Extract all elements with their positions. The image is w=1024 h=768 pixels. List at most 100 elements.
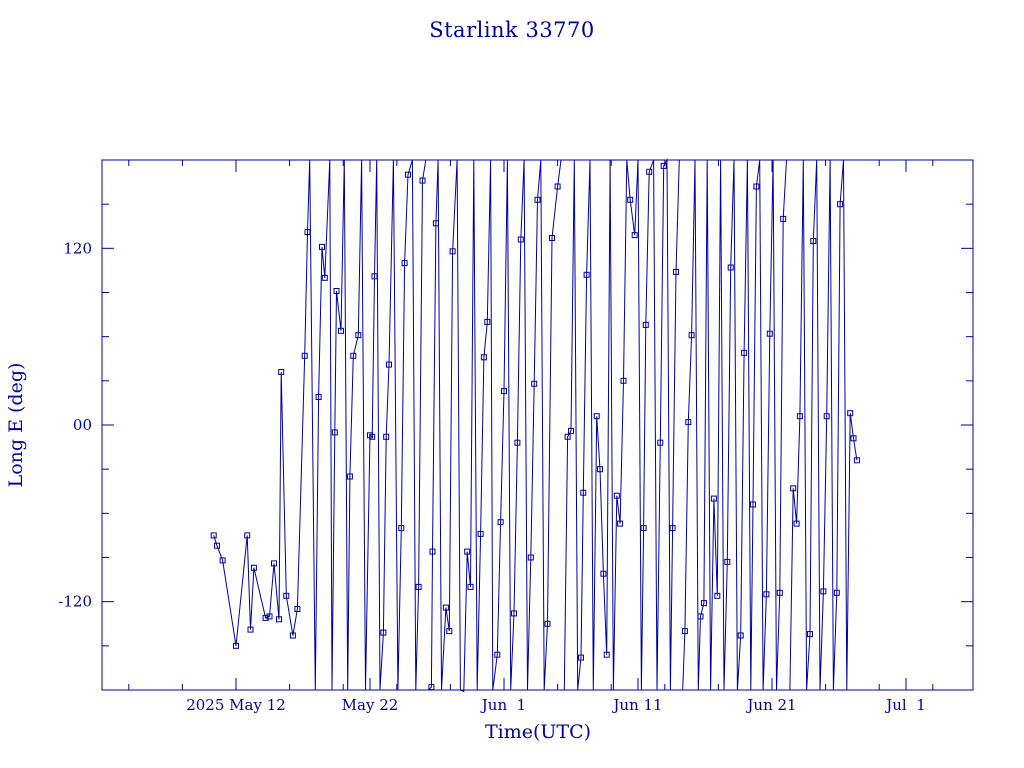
data-point bbox=[250, 564, 257, 571]
data-point bbox=[501, 388, 507, 395]
data-point bbox=[564, 433, 571, 440]
data-point bbox=[271, 560, 277, 567]
data-point bbox=[304, 229, 311, 236]
data-point bbox=[449, 248, 456, 255]
data-point bbox=[244, 532, 251, 539]
data-point bbox=[620, 377, 627, 384]
data-point bbox=[301, 352, 308, 359]
data-point bbox=[428, 684, 435, 691]
data-point bbox=[853, 457, 860, 464]
data-point bbox=[477, 530, 484, 537]
data-point bbox=[660, 162, 667, 169]
data-point bbox=[233, 642, 239, 649]
data-point bbox=[714, 592, 721, 599]
data-point bbox=[833, 589, 840, 596]
x-tick-label: Jun 11 bbox=[611, 696, 662, 714]
data-point bbox=[549, 235, 555, 241]
data-point bbox=[657, 439, 664, 446]
data-point bbox=[442, 604, 449, 611]
series-line-3 bbox=[563, 158, 680, 691]
data-point bbox=[613, 492, 620, 499]
data-point bbox=[669, 525, 676, 532]
data-point bbox=[494, 651, 501, 658]
data-point bbox=[331, 429, 338, 436]
data-point bbox=[603, 651, 610, 658]
data-point bbox=[640, 525, 647, 532]
data-point bbox=[262, 614, 269, 621]
data-point bbox=[823, 413, 830, 420]
data-point bbox=[697, 613, 704, 620]
x-tick-label: Jun 21 bbox=[745, 696, 796, 714]
data-point bbox=[405, 171, 411, 178]
data-point bbox=[514, 439, 521, 446]
data-point bbox=[321, 274, 328, 281]
data-point bbox=[289, 632, 296, 639]
data-point bbox=[383, 433, 390, 440]
data-point bbox=[446, 628, 453, 635]
data-point bbox=[583, 271, 590, 278]
data-point bbox=[294, 606, 301, 612]
data-point bbox=[338, 327, 344, 334]
data-point bbox=[350, 352, 357, 359]
data-point bbox=[511, 610, 517, 617]
data-point bbox=[727, 264, 734, 271]
data-point bbox=[820, 588, 827, 595]
data-point bbox=[597, 466, 603, 473]
series-line-2 bbox=[427, 159, 562, 693]
data-point bbox=[837, 201, 844, 208]
data-point bbox=[741, 349, 748, 356]
data-point bbox=[386, 361, 392, 368]
data-point bbox=[776, 589, 783, 596]
data-point bbox=[631, 232, 638, 239]
data-point bbox=[333, 288, 340, 294]
data-point bbox=[480, 354, 487, 361]
data-point bbox=[578, 654, 584, 661]
data-point bbox=[534, 196, 541, 203]
chart-title: Starlink 33770 bbox=[429, 18, 595, 42]
data-point bbox=[283, 592, 290, 599]
data-point bbox=[415, 583, 422, 590]
data-point bbox=[568, 427, 574, 434]
data-point bbox=[398, 525, 405, 532]
data-point bbox=[380, 629, 387, 636]
data-point bbox=[737, 632, 744, 639]
data-point bbox=[517, 236, 524, 243]
data-point bbox=[369, 433, 376, 440]
y-tick-label: 00 bbox=[73, 416, 92, 434]
data-point bbox=[315, 394, 322, 400]
series-line-4 bbox=[682, 159, 787, 691]
data-point bbox=[355, 332, 362, 339]
data-point bbox=[700, 600, 707, 607]
data-point bbox=[750, 501, 756, 508]
series-line-1 bbox=[213, 159, 427, 691]
data-point bbox=[210, 532, 217, 539]
data-point bbox=[790, 485, 797, 492]
data-point bbox=[419, 177, 426, 184]
x-axis-ticks: 2025 May 12 May 22 Jun 1 Jun 11 Jun 21 Jul 1 bbox=[128, 160, 934, 714]
data-point bbox=[580, 489, 587, 496]
data-point bbox=[793, 520, 800, 527]
data-point bbox=[642, 321, 649, 328]
data-point bbox=[627, 196, 634, 203]
data-point bbox=[219, 557, 226, 564]
data-point bbox=[464, 548, 471, 555]
data-point bbox=[763, 591, 770, 598]
plot-frame bbox=[101, 159, 974, 691]
data-point bbox=[319, 243, 325, 250]
data-point bbox=[278, 369, 285, 375]
data-point bbox=[266, 613, 273, 620]
data-point bbox=[685, 419, 692, 426]
data-point bbox=[688, 332, 695, 339]
data-point bbox=[766, 330, 773, 337]
x-tick-label: 2025 May 12 bbox=[186, 696, 286, 714]
y-axis-label: Long E (deg) bbox=[5, 363, 27, 488]
x-tick-label: Jul 1 bbox=[884, 696, 926, 714]
data-point bbox=[724, 558, 731, 565]
data-point bbox=[673, 268, 679, 275]
data-point bbox=[646, 168, 653, 175]
y-tick-label: 120 bbox=[63, 239, 92, 257]
data-point bbox=[796, 413, 803, 420]
data-point bbox=[681, 628, 688, 635]
series-line-5 bbox=[789, 159, 858, 691]
